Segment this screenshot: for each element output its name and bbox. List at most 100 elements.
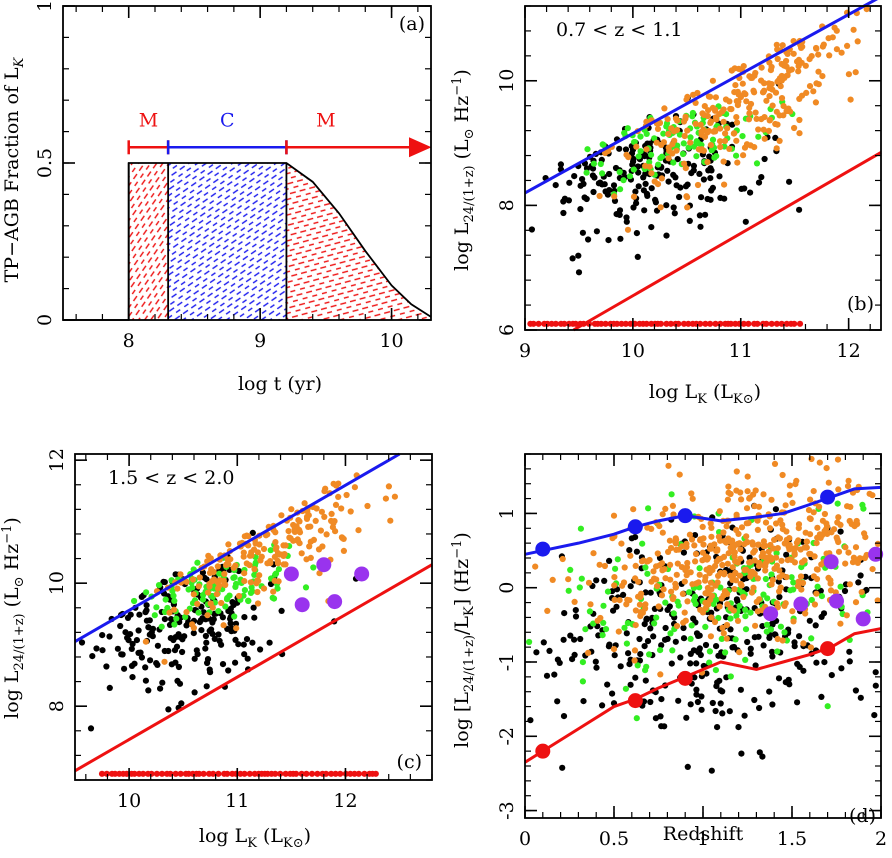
point-orange <box>762 542 769 549</box>
panel-b-xlabel: log LK (LK⊙) <box>649 381 761 407</box>
upper-limit-point <box>153 770 160 777</box>
point-black <box>145 624 152 631</box>
point-orange <box>789 608 796 615</box>
point-orange <box>296 518 303 525</box>
point-black <box>857 572 864 579</box>
point-orange <box>754 541 761 548</box>
point-orange <box>662 575 669 582</box>
point-orange <box>750 87 757 94</box>
point-black <box>698 693 705 700</box>
x-tick-label-d: 1.5 <box>777 828 807 850</box>
point-orange <box>620 579 628 586</box>
point-orange <box>774 635 781 643</box>
point-black <box>691 532 699 539</box>
point-black <box>625 650 632 657</box>
point-orange <box>720 553 728 561</box>
point-orange <box>720 106 727 113</box>
point-orange <box>874 540 882 548</box>
point-green <box>670 610 677 617</box>
point-orange <box>743 98 750 105</box>
point-green <box>660 130 667 137</box>
point-black <box>125 637 132 644</box>
point-green <box>774 648 781 655</box>
point-green <box>617 186 624 193</box>
y-tick-label-b: 8 <box>496 199 518 211</box>
point-black <box>698 194 705 201</box>
point-green <box>646 159 653 166</box>
point-orange <box>773 554 780 561</box>
point-black <box>147 657 154 664</box>
point-green <box>781 629 788 636</box>
point-black <box>210 616 217 623</box>
point-orange <box>549 576 556 584</box>
point-green <box>688 622 695 629</box>
point-green <box>702 623 709 631</box>
point-green <box>685 144 692 151</box>
point-orange <box>768 63 775 71</box>
point-black <box>114 645 121 652</box>
point-orange <box>821 510 829 518</box>
point-black <box>670 204 677 211</box>
point-orange <box>715 572 722 580</box>
point-orange <box>712 94 720 101</box>
point-black <box>719 710 726 717</box>
big-point-purple <box>316 557 332 573</box>
region-C-1 <box>168 163 287 320</box>
point-black <box>683 714 690 721</box>
point-black <box>627 681 634 688</box>
point-orange <box>654 583 661 590</box>
point-orange <box>790 545 797 552</box>
point-black <box>250 604 257 611</box>
point-green <box>583 169 590 176</box>
point-orange <box>778 95 786 102</box>
point-orange <box>835 486 842 493</box>
point-orange <box>190 624 197 632</box>
point-orange <box>204 589 212 596</box>
point-orange <box>761 114 768 121</box>
point-green <box>834 500 841 507</box>
y-tick-label-a: 0 <box>34 314 56 326</box>
point-orange <box>223 562 230 569</box>
point-black <box>657 713 664 720</box>
panel-c-data: 10 11 12 8 10 12 <box>46 448 433 812</box>
upper-limit-point <box>697 320 704 327</box>
upper-limit-point <box>791 320 798 327</box>
point-orange <box>682 617 689 624</box>
point-orange <box>767 116 774 123</box>
point-black <box>693 686 700 693</box>
point-black <box>560 713 568 720</box>
point-orange <box>673 622 681 630</box>
point-orange <box>699 523 706 531</box>
point-orange <box>251 566 258 573</box>
point-orange <box>719 624 726 632</box>
point-green <box>657 647 664 654</box>
point-orange <box>776 137 783 144</box>
point-orange <box>717 125 724 132</box>
point-orange <box>214 579 221 586</box>
point-orange <box>635 578 642 585</box>
point-orange <box>260 545 268 553</box>
point-orange <box>544 607 551 615</box>
point-green <box>623 640 631 647</box>
point-orange <box>739 80 746 87</box>
point-orange <box>740 63 747 70</box>
point-orange <box>662 505 669 512</box>
upper-line <box>74 452 401 643</box>
point-orange <box>254 600 262 607</box>
point-green <box>232 583 239 591</box>
point-orange <box>807 515 814 523</box>
point-black <box>641 643 648 650</box>
point-green <box>790 579 797 586</box>
point-orange <box>630 193 638 200</box>
point-orange <box>632 562 639 570</box>
upper-limit-point <box>702 320 709 327</box>
upper-limit-point <box>675 320 682 327</box>
point-black <box>670 171 677 178</box>
big-point-red <box>627 693 643 709</box>
point-orange <box>843 612 850 619</box>
point-orange <box>684 93 691 100</box>
point-black <box>828 672 835 679</box>
point-orange <box>382 495 389 502</box>
point-green <box>648 151 655 158</box>
upper-limit-point <box>196 770 203 777</box>
